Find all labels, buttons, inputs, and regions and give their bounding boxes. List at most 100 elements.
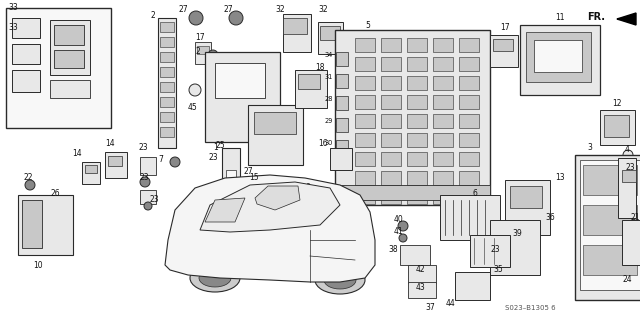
Ellipse shape [324, 271, 356, 289]
Bar [105, 152, 127, 178]
Bar [160, 37, 174, 47]
Text: 2: 2 [150, 11, 155, 19]
Bar [12, 18, 40, 38]
Text: FR.: FR. [587, 12, 605, 22]
Text: 1: 1 [213, 144, 218, 152]
Bar [433, 57, 453, 71]
Ellipse shape [398, 221, 408, 231]
Ellipse shape [500, 237, 510, 247]
Polygon shape [255, 186, 300, 210]
Bar [254, 112, 296, 134]
Bar [381, 133, 401, 147]
Text: 18: 18 [315, 63, 324, 72]
Bar [459, 95, 479, 109]
Ellipse shape [140, 177, 150, 187]
Bar [215, 63, 265, 98]
Bar [335, 185, 490, 200]
Bar [355, 152, 375, 166]
Bar [355, 190, 375, 204]
Text: 8: 8 [328, 196, 333, 204]
Bar [433, 190, 453, 204]
Bar [140, 157, 156, 175]
Bar [433, 95, 453, 109]
Bar [459, 76, 479, 90]
Bar [160, 67, 174, 77]
Bar [381, 171, 401, 185]
Bar [82, 162, 100, 184]
Bar [108, 156, 122, 166]
Text: 27: 27 [223, 4, 233, 13]
Bar [336, 140, 348, 154]
Bar [583, 165, 637, 195]
Bar [433, 171, 453, 185]
Bar [22, 200, 42, 248]
Bar [407, 114, 427, 128]
Text: 28: 28 [324, 96, 333, 102]
Text: 4: 4 [625, 145, 629, 154]
Bar [407, 38, 427, 52]
Text: 23: 23 [150, 196, 159, 204]
Bar [85, 165, 97, 173]
Polygon shape [205, 198, 245, 222]
Ellipse shape [399, 234, 407, 242]
Text: 31: 31 [324, 74, 333, 80]
Bar [470, 235, 510, 267]
Text: 37: 37 [425, 303, 435, 313]
Bar [160, 97, 174, 107]
Ellipse shape [199, 269, 231, 287]
Bar [330, 148, 352, 170]
Bar [604, 115, 629, 137]
Bar [195, 42, 211, 64]
Bar [222, 244, 234, 254]
Ellipse shape [190, 264, 240, 292]
Bar [12, 44, 40, 64]
Bar [407, 152, 427, 166]
Text: 23: 23 [209, 153, 218, 162]
Ellipse shape [315, 266, 365, 294]
Text: 13: 13 [555, 174, 564, 182]
Bar [226, 170, 236, 195]
Bar [18, 195, 73, 255]
Bar [381, 76, 401, 90]
Text: 7: 7 [158, 155, 163, 165]
Text: 23: 23 [138, 144, 148, 152]
Text: 11: 11 [556, 13, 564, 23]
Bar [355, 95, 375, 109]
Bar [407, 76, 427, 90]
Bar [534, 40, 582, 72]
Text: 27: 27 [178, 4, 188, 13]
Bar [355, 76, 375, 90]
Bar [455, 272, 490, 300]
Polygon shape [617, 13, 636, 25]
Text: 32: 32 [275, 5, 285, 14]
Text: 35: 35 [493, 265, 503, 275]
Bar [459, 57, 479, 71]
Text: 21: 21 [630, 213, 640, 222]
Bar [197, 46, 209, 54]
Text: 41: 41 [393, 227, 403, 236]
Bar [6, 8, 111, 128]
Bar [459, 171, 479, 185]
Bar [12, 70, 40, 92]
Bar [160, 52, 174, 62]
Bar [433, 76, 453, 90]
Bar [54, 50, 84, 68]
Bar [433, 152, 453, 166]
Ellipse shape [208, 50, 218, 60]
Bar [355, 38, 375, 52]
Bar [459, 38, 479, 52]
Bar [520, 25, 600, 95]
Bar [459, 133, 479, 147]
Bar [440, 195, 500, 240]
Bar [459, 152, 479, 166]
Bar [283, 14, 311, 52]
Bar [459, 190, 479, 204]
Text: 5: 5 [365, 20, 371, 29]
Ellipse shape [189, 84, 201, 96]
Text: 17: 17 [500, 24, 510, 33]
Text: 10: 10 [33, 261, 43, 270]
Bar [600, 110, 635, 145]
Text: 23: 23 [625, 162, 635, 172]
Text: 44: 44 [445, 299, 455, 308]
Bar [583, 205, 637, 235]
